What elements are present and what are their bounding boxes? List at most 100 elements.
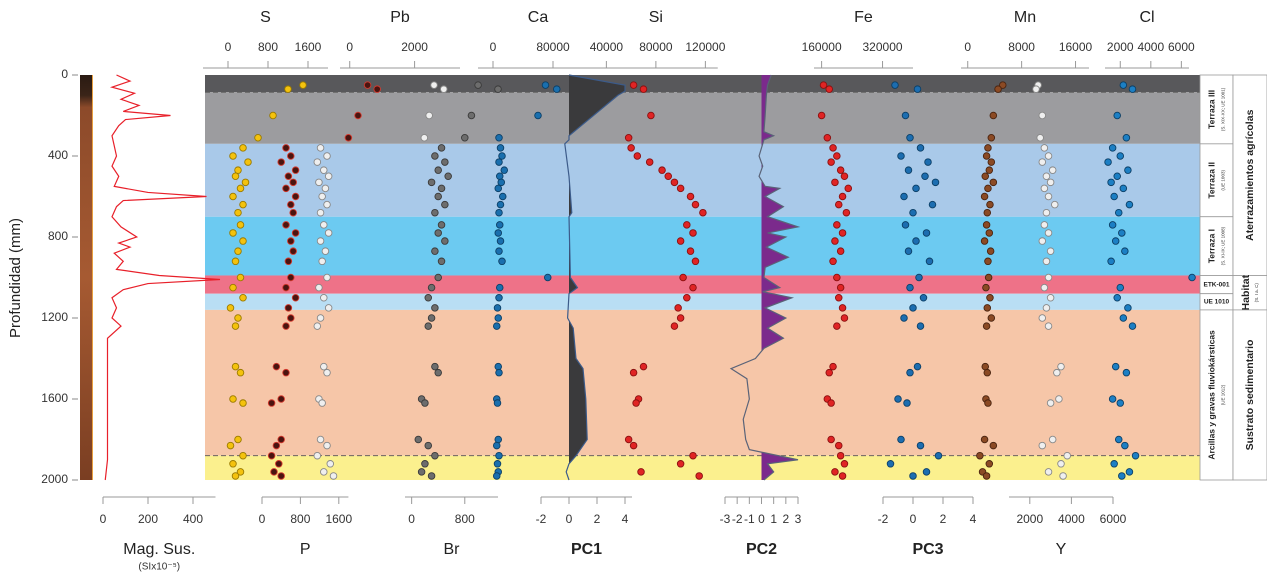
x-tick-label: 4000 (1137, 40, 1164, 54)
data-point (432, 452, 439, 459)
units-note: (UE 1003) (1221, 170, 1226, 191)
data-point (1114, 173, 1121, 180)
data-point (895, 396, 902, 403)
data-point (830, 363, 837, 370)
data-point (230, 153, 237, 160)
data-point (497, 201, 504, 208)
data-point (314, 323, 321, 330)
x-tick-label: -1 (744, 512, 755, 526)
data-point (475, 82, 482, 89)
data-point (290, 248, 297, 255)
data-point (495, 315, 502, 322)
data-point (319, 400, 326, 407)
data-point (327, 461, 334, 468)
data-point (1189, 274, 1196, 281)
data-point (499, 193, 506, 200)
data-point (496, 173, 503, 180)
data-point (497, 145, 504, 152)
x-tick-label: 160000 (802, 40, 842, 54)
data-point (235, 209, 242, 216)
data-point (276, 461, 283, 468)
data-point (1045, 193, 1052, 200)
data-point (910, 305, 917, 312)
data-point (640, 86, 647, 93)
data-point (324, 153, 331, 160)
x-tick-label: 0 (758, 512, 765, 526)
x-tick-label: 0 (259, 512, 266, 526)
data-point (278, 473, 285, 480)
data-point (292, 193, 299, 200)
data-point (628, 145, 635, 152)
data-point (677, 315, 684, 322)
data-point (495, 86, 502, 93)
data-point (1056, 396, 1063, 403)
data-point (316, 179, 323, 186)
data-point (1045, 230, 1052, 237)
data-point (240, 145, 247, 152)
data-point (237, 185, 244, 192)
data-point (230, 461, 237, 468)
data-point (1122, 248, 1129, 255)
data-point (985, 145, 992, 152)
data-point (837, 167, 844, 174)
data-point (324, 442, 331, 449)
data-point (630, 369, 637, 376)
data-point (1119, 473, 1126, 480)
data-point (923, 230, 930, 237)
data-point (283, 222, 290, 229)
data-point (330, 473, 337, 480)
panel-title: Pb (390, 9, 410, 26)
data-point (1109, 396, 1116, 403)
x-tick-label: 120000 (685, 40, 725, 54)
panel-title: P (300, 541, 311, 558)
x-tick-label: 4 (970, 512, 977, 526)
data-point (984, 305, 991, 312)
data-point (494, 305, 501, 312)
data-point (428, 315, 435, 322)
x-tick-label: 800 (455, 512, 475, 526)
data-point (1129, 86, 1136, 93)
data-point (242, 179, 249, 186)
data-point (1049, 167, 1056, 174)
data-point (278, 159, 285, 166)
data-point (314, 159, 321, 166)
data-point (985, 400, 992, 407)
data-point (495, 185, 502, 192)
panel-title: Cl (1139, 9, 1154, 26)
data-point (671, 179, 678, 186)
data-point (542, 82, 549, 89)
data-point (1033, 86, 1040, 93)
data-point (283, 145, 290, 152)
data-point (283, 323, 290, 330)
x-tick-label: 0 (408, 512, 415, 526)
data-point (432, 153, 439, 160)
data-point (826, 86, 833, 93)
data-point (837, 248, 844, 255)
data-point (1117, 400, 1124, 407)
data-point (240, 294, 247, 301)
data-point (1060, 473, 1067, 480)
data-point (432, 363, 439, 370)
data-point (625, 436, 632, 443)
data-point (665, 173, 672, 180)
data-point (684, 294, 691, 301)
data-point (496, 294, 503, 301)
data-point (320, 167, 327, 174)
data-point (834, 323, 841, 330)
data-point (240, 238, 247, 245)
data-point (1117, 284, 1124, 291)
panel-title: Y (1056, 541, 1067, 558)
data-point (270, 112, 277, 119)
data-point (907, 134, 914, 141)
data-point (292, 230, 299, 237)
x-tick-label: 80000 (639, 40, 673, 54)
data-point (322, 248, 329, 255)
data-point (1114, 294, 1121, 301)
sediment-core (80, 75, 92, 480)
y-tick-label: 2000 (41, 472, 68, 486)
data-point (237, 222, 244, 229)
data-point (271, 469, 278, 476)
x-tick-label: 2 (594, 512, 601, 526)
data-point (659, 167, 666, 174)
data-point (1119, 230, 1126, 237)
